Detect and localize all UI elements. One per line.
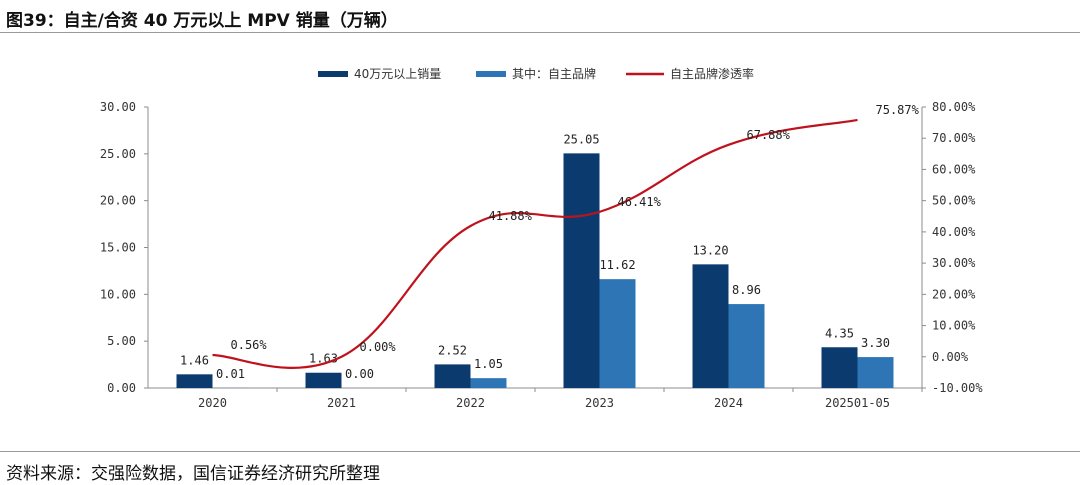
bar-total xyxy=(434,364,471,388)
bar-total xyxy=(305,372,342,388)
bar-total-label: 13.20 xyxy=(692,243,728,257)
bar-domestic xyxy=(857,357,894,388)
legend-label: 40万元以上销量 xyxy=(354,67,441,81)
legend-swatch xyxy=(318,71,348,77)
x-tick-label: 2020 xyxy=(198,396,227,410)
left-tick-label: 25.00 xyxy=(100,147,136,161)
x-tick-label: 2024 xyxy=(714,396,743,410)
bottom-divider xyxy=(0,451,1080,452)
bar-total-label: 25.05 xyxy=(563,132,599,146)
bar-domestic-label: 3.30 xyxy=(861,336,890,350)
bar-domestic-label: 11.62 xyxy=(599,258,635,272)
bar-domestic-label: 0.00 xyxy=(345,367,374,381)
left-tick-label: 5.00 xyxy=(107,334,136,348)
bar-domestic xyxy=(728,304,765,388)
bar-total-label: 2.52 xyxy=(438,343,467,357)
bar-domestic-label: 0.01 xyxy=(216,367,245,381)
left-tick-label: 10.00 xyxy=(100,287,136,301)
bar-domestic xyxy=(599,279,636,388)
chart: 0.00 5.00 10.00 15.00 20.00 25.00 30.00 -10.00%… xyxy=(100,66,983,410)
legend-swatch xyxy=(476,71,506,77)
bar-total-label: 1.46 xyxy=(180,353,209,367)
source-note: 资料来源：交强险数据，国信证券经济研究所整理 xyxy=(6,464,380,484)
x-tick-label: 2021 xyxy=(327,396,356,410)
bar-total-label: 4.35 xyxy=(825,326,854,340)
x-tick-label: 2023 xyxy=(585,396,614,410)
bar-total xyxy=(692,264,729,388)
top-divider xyxy=(0,32,1080,33)
left-tick-label: 15.00 xyxy=(100,241,136,255)
left-tick-label: 30.00 xyxy=(100,100,136,114)
line-point-label: 41.88% xyxy=(489,209,533,223)
penetration-rate-line xyxy=(212,118,858,369)
x-tick-label: 2022 xyxy=(456,396,485,410)
right-tick-label: 60.00% xyxy=(932,162,976,176)
line-point-label: 75.87% xyxy=(876,103,920,117)
right-tick-label: 50.00% xyxy=(932,194,976,208)
right-tick-label: 20.00% xyxy=(932,287,976,301)
left-tick-label: 0.00 xyxy=(107,381,136,395)
x-tick-label: 202501-05 xyxy=(825,396,890,410)
right-tick-label: -10.00% xyxy=(932,381,983,395)
bar-domestic-label: 8.96 xyxy=(732,283,761,297)
bar-domestic xyxy=(470,378,507,388)
bar-total xyxy=(821,347,858,388)
right-tick-label: 40.00% xyxy=(932,225,976,239)
right-tick-label: 80.00% xyxy=(932,100,976,114)
right-tick-label: 70.00% xyxy=(932,131,976,145)
right-tick-label: 0.00% xyxy=(932,350,969,364)
right-tick-label: 30.00% xyxy=(932,256,976,270)
line-point-label: 67.88% xyxy=(747,128,791,142)
figure-title: 图39：自主/合资 40 万元以上 MPV 销量（万辆） xyxy=(6,11,398,31)
left-tick-label: 20.00 xyxy=(100,194,136,208)
right-tick-label: 10.00% xyxy=(932,319,976,333)
bar-domestic-label: 1.05 xyxy=(474,357,503,371)
line-point-label: 0.56% xyxy=(231,338,268,352)
bar-total xyxy=(176,374,213,388)
legend-label: 自主品牌渗透率 xyxy=(670,66,754,81)
legend-label: 其中：自主品牌 xyxy=(512,66,596,81)
line-point-label: 46.41% xyxy=(618,195,662,209)
line-point-label: 0.00% xyxy=(360,340,397,354)
bar-total xyxy=(563,153,600,388)
